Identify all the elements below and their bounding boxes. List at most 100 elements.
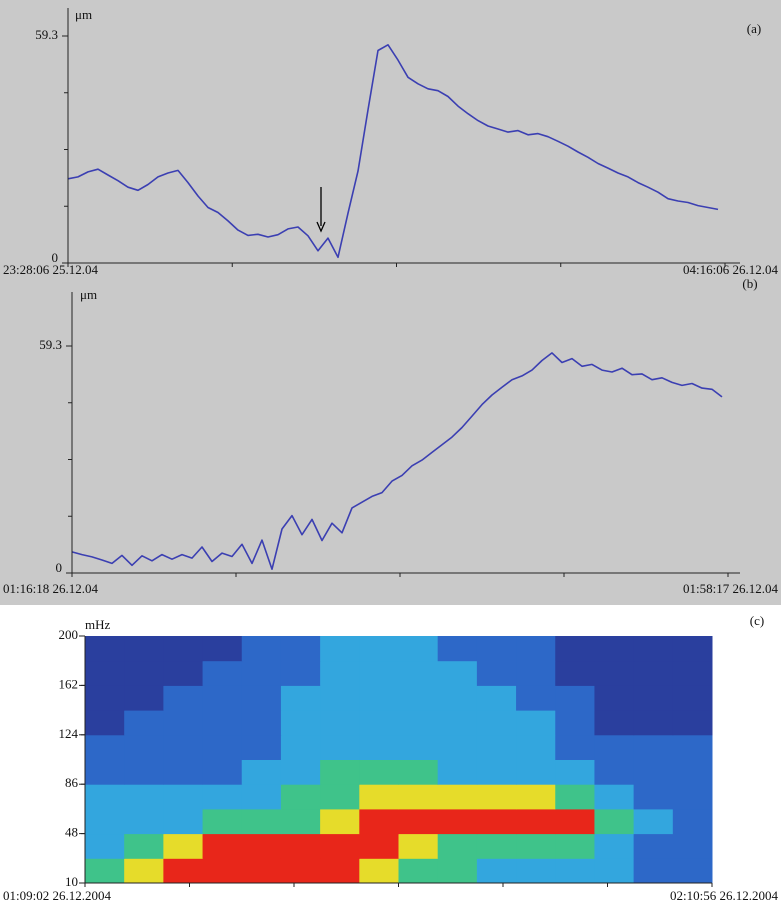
heat-cell [672, 710, 713, 736]
heat-cell [516, 784, 556, 810]
heat-cell [398, 636, 439, 662]
heat-cell [555, 833, 595, 859]
heat-cell [280, 833, 321, 859]
heat-cell [202, 858, 243, 884]
heat-cell [280, 685, 321, 711]
heat-cell [476, 660, 517, 686]
heat-cell [359, 685, 399, 711]
x-start-label: 01:09:02 26.12.2004 [3, 888, 111, 903]
heat-cell [124, 685, 164, 711]
heat-cell [594, 858, 635, 884]
heat-cell [594, 808, 635, 835]
heat-cell [163, 710, 204, 736]
heat-cell [85, 858, 125, 884]
heat-cell [202, 833, 243, 859]
heat-cell [163, 660, 204, 686]
heat-cell [320, 833, 360, 859]
y-tick-label: 0 [56, 560, 63, 575]
heat-cell [672, 833, 713, 859]
heat-cell [124, 710, 164, 736]
heat-cell [124, 734, 164, 760]
heat-cell [85, 784, 125, 810]
heat-cell [555, 784, 595, 810]
heat-cell [202, 685, 243, 711]
panel-background [0, 0, 781, 605]
heat-cell [280, 858, 321, 884]
heat-cell [476, 759, 517, 785]
heat-cell [163, 759, 204, 785]
heat-cell [320, 685, 360, 711]
heat-cell [555, 660, 595, 686]
heat-cell [555, 710, 595, 736]
heat-cell [516, 660, 556, 686]
heat-cell [320, 636, 360, 662]
y-tick-label: 200 [59, 627, 79, 642]
heat-cell [280, 636, 321, 662]
heat-cell [633, 734, 674, 760]
heat-cell [398, 710, 439, 736]
heat-cell [163, 734, 204, 760]
heat-cell [555, 685, 595, 711]
heat-cell [398, 759, 439, 785]
heat-cell [280, 660, 321, 686]
heat-cell [594, 710, 635, 736]
heat-cell [476, 858, 517, 884]
heat-cell [516, 734, 556, 760]
heat-cell [202, 660, 243, 686]
heat-cell [516, 808, 556, 835]
heat-cell [280, 759, 321, 785]
heat-cell [85, 710, 125, 736]
heat-cell [241, 710, 282, 736]
heat-cell [320, 660, 360, 686]
heat-cell [85, 636, 125, 662]
heat-cell [202, 710, 243, 736]
heat-cell [516, 636, 556, 662]
y-unit-label: μm [80, 287, 97, 302]
x-start-label: 01:16:18 26.12.04 [3, 581, 98, 596]
heat-cell [437, 759, 478, 785]
heat-cell [241, 833, 282, 859]
heat-cell [633, 858, 674, 884]
heat-cell [85, 833, 125, 859]
heat-cell [85, 685, 125, 711]
heat-cell [476, 710, 517, 736]
heat-cell [124, 636, 164, 662]
heat-cell [672, 636, 713, 662]
heat-cell [594, 734, 635, 760]
heat-cell [359, 660, 399, 686]
panel-tag: (a) [747, 21, 761, 36]
heat-cell [202, 759, 243, 785]
heat-cell [476, 833, 517, 859]
heat-cell [476, 808, 517, 835]
heat-cell [398, 734, 439, 760]
heat-cell [85, 734, 125, 760]
y-tick-label: 59.3 [39, 337, 62, 352]
heat-cell [398, 833, 439, 859]
heat-cell [280, 734, 321, 760]
panel-tag: (b) [742, 276, 757, 291]
panel-tag: (c) [750, 613, 764, 628]
heat-cell [359, 833, 399, 859]
heat-cell [516, 858, 556, 884]
heat-cell [85, 759, 125, 785]
heat-cell [124, 808, 164, 835]
heat-cell [437, 734, 478, 760]
y-tick-label: 0 [52, 250, 59, 265]
heat-cell [163, 858, 204, 884]
heat-cell [241, 808, 282, 835]
heat-cell [163, 636, 204, 662]
heat-cell [320, 759, 360, 785]
heat-cell [437, 833, 478, 859]
data-line [71, 352, 723, 571]
heat-cell [672, 660, 713, 686]
heat-cell [241, 734, 282, 760]
heat-cell [476, 734, 517, 760]
heat-cell [516, 685, 556, 711]
heat-cell [594, 685, 635, 711]
heat-cell [672, 734, 713, 760]
heat-cell [163, 833, 204, 859]
heat-cell [359, 784, 399, 810]
heat-cell [633, 685, 674, 711]
heat-cell [124, 833, 164, 859]
